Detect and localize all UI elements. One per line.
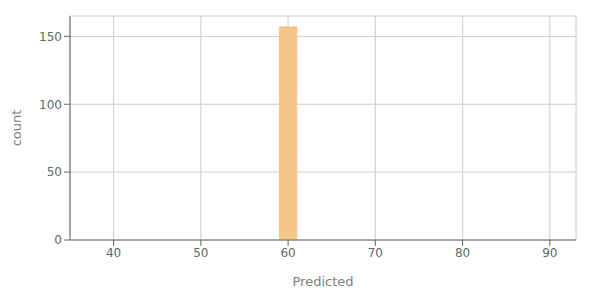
svg-text:0: 0 (54, 233, 62, 247)
svg-text:count: count (9, 110, 24, 147)
svg-text:90: 90 (542, 246, 557, 260)
svg-text:Predicted: Predicted (292, 274, 353, 289)
svg-text:50: 50 (47, 165, 62, 179)
svg-text:70: 70 (368, 246, 383, 260)
svg-text:50: 50 (193, 246, 208, 260)
svg-text:40: 40 (106, 246, 121, 260)
svg-text:60: 60 (280, 246, 295, 260)
svg-text:80: 80 (455, 246, 470, 260)
svg-text:100: 100 (39, 98, 62, 112)
svg-text:150: 150 (39, 30, 62, 44)
